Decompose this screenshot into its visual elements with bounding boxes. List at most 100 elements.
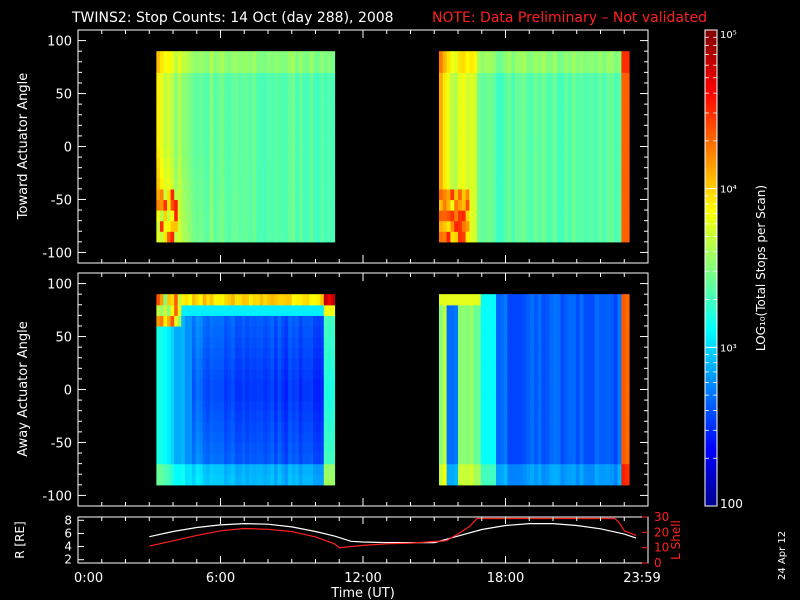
- away-heatmap-cell: [621, 453, 626, 465]
- toward-heatmap-cell: [496, 146, 501, 158]
- toward-heatmap-cell: [439, 104, 444, 116]
- away-heatmap-cell: [181, 368, 186, 380]
- away-heatmap-cell: [181, 421, 186, 433]
- toward-heatmap-cell: [530, 82, 535, 95]
- away-heatmap-cell: [309, 453, 314, 465]
- away-heatmap-cell: [202, 442, 207, 454]
- toward-heatmap-cell: [295, 93, 300, 105]
- away-heatmap-cell: [458, 336, 463, 348]
- away-heatmap-cell: [192, 368, 197, 380]
- away-heatmap-cell: [556, 474, 562, 486]
- away-heatmap-cell: [202, 357, 207, 369]
- away-heatmap-cell: [594, 325, 600, 338]
- away-heatmap-cell: [503, 368, 508, 380]
- away-heatmap-cell: [549, 378, 554, 391]
- toward-heatmap-cell: [209, 210, 214, 222]
- toward-heatmap-cell: [572, 82, 577, 95]
- away-heatmap-cell: [245, 474, 250, 486]
- toward-heatmap-cell: [621, 220, 626, 232]
- toward-heatmap-cell: [515, 114, 520, 126]
- away-heatmap-cell: [461, 474, 467, 486]
- toward-heatmap-cell: [473, 188, 478, 201]
- toward-heatmap-cell: [492, 210, 497, 222]
- toward-heatmap-cell: [195, 82, 200, 95]
- toward-heatmap-cell: [480, 93, 486, 105]
- toward-heatmap-cell: [298, 114, 304, 126]
- away-heatmap-cell: [156, 336, 161, 348]
- away-heatmap-cell: [439, 357, 444, 369]
- away-heatmap-cell: [241, 389, 247, 401]
- toward-heatmap-cell: [518, 199, 524, 211]
- toward-heatmap-cell: [484, 167, 489, 179]
- toward-heatmap-cell: [568, 231, 573, 243]
- toward-heatmap-cell: [231, 104, 236, 116]
- away-heatmap-cell: [316, 463, 321, 475]
- away-heatmap-cell: [606, 368, 611, 380]
- toward-heatmap-cell: [273, 188, 279, 201]
- away-heatmap-cell: [560, 453, 565, 465]
- toward-heatmap-cell: [199, 146, 204, 158]
- away-heatmap-cell: [177, 336, 182, 348]
- toward-heatmap-cell: [213, 220, 218, 232]
- toward-heatmap-cell: [213, 178, 218, 190]
- away-heatmap-cell: [163, 442, 168, 454]
- toward-heatmap-cell: [537, 51, 543, 63]
- away-heatmap-cell: [575, 389, 581, 401]
- toward-heatmap-cell: [181, 93, 186, 105]
- toward-heatmap-cell: [568, 188, 573, 201]
- toward-heatmap-cell: [602, 93, 607, 105]
- away-heatmap-cell: [484, 442, 489, 454]
- away-heatmap-cell: [617, 410, 622, 422]
- away-heatmap-cell: [496, 336, 501, 348]
- toward-heatmap-cell: [291, 82, 296, 95]
- toward-heatmap-cell: [284, 178, 289, 190]
- away-heatmap-cell: [515, 325, 520, 338]
- toward-heatmap-cell: [320, 104, 325, 116]
- toward-heatmap-cell: [488, 135, 493, 148]
- away-heatmap-cell: [587, 463, 592, 475]
- toward-heatmap-cell: [174, 220, 179, 232]
- toward-heatmap-cell: [238, 93, 243, 105]
- away-heatmap-cell: [594, 304, 600, 316]
- away-heatmap-cell: [213, 294, 218, 306]
- toward-heatmap-cell: [473, 220, 478, 232]
- away-heatmap-cell: [534, 389, 539, 401]
- away-heatmap-cell: [159, 304, 165, 316]
- toward-heatmap-cell: [473, 157, 478, 169]
- toward-heatmap-cell: [469, 72, 474, 84]
- toward-heatmap-cell: [621, 135, 626, 148]
- away-heatmap-cell: [327, 378, 332, 391]
- away-heatmap-cell: [526, 389, 531, 401]
- away-heatmap-cell: [503, 325, 508, 338]
- away-heatmap-cell: [572, 442, 577, 454]
- toward-heatmap-cell: [625, 167, 630, 179]
- away-heatmap-cell: [568, 453, 573, 465]
- toward-heatmap-cell: [209, 231, 214, 243]
- toward-heatmap-cell: [298, 93, 304, 105]
- away-heatmap-cell: [298, 463, 304, 475]
- away-heatmap-cell: [621, 325, 626, 338]
- away-heatmap-cell: [439, 442, 444, 454]
- toward-heatmap-cell: [442, 188, 448, 201]
- toward-heatmap-cell: [156, 135, 161, 148]
- toward-heatmap-cell: [621, 167, 626, 179]
- toward-heatmap-cell: [213, 188, 218, 201]
- toward-heatmap-cell: [184, 82, 190, 95]
- away-heatmap-cell: [252, 410, 257, 422]
- toward-heatmap-cell: [591, 231, 596, 243]
- away-heatmap-cell: [458, 357, 463, 369]
- toward-heatmap-cell: [273, 210, 279, 222]
- toward-heatmap-cell: [439, 114, 444, 126]
- away-heatmap-cell: [560, 410, 565, 422]
- toward-heatmap-cell: [610, 72, 615, 84]
- away-heatmap-cell: [541, 315, 546, 327]
- toward-heatmap-cell: [610, 188, 615, 201]
- away-heatmap-cell: [288, 294, 293, 306]
- away-heatmap-cell: [560, 368, 565, 380]
- away-heatmap-cell: [234, 400, 239, 412]
- toward-heatmap-cell: [259, 220, 264, 232]
- toward-heatmap-cell: [458, 125, 463, 137]
- away-heatmap-cell: [473, 325, 478, 338]
